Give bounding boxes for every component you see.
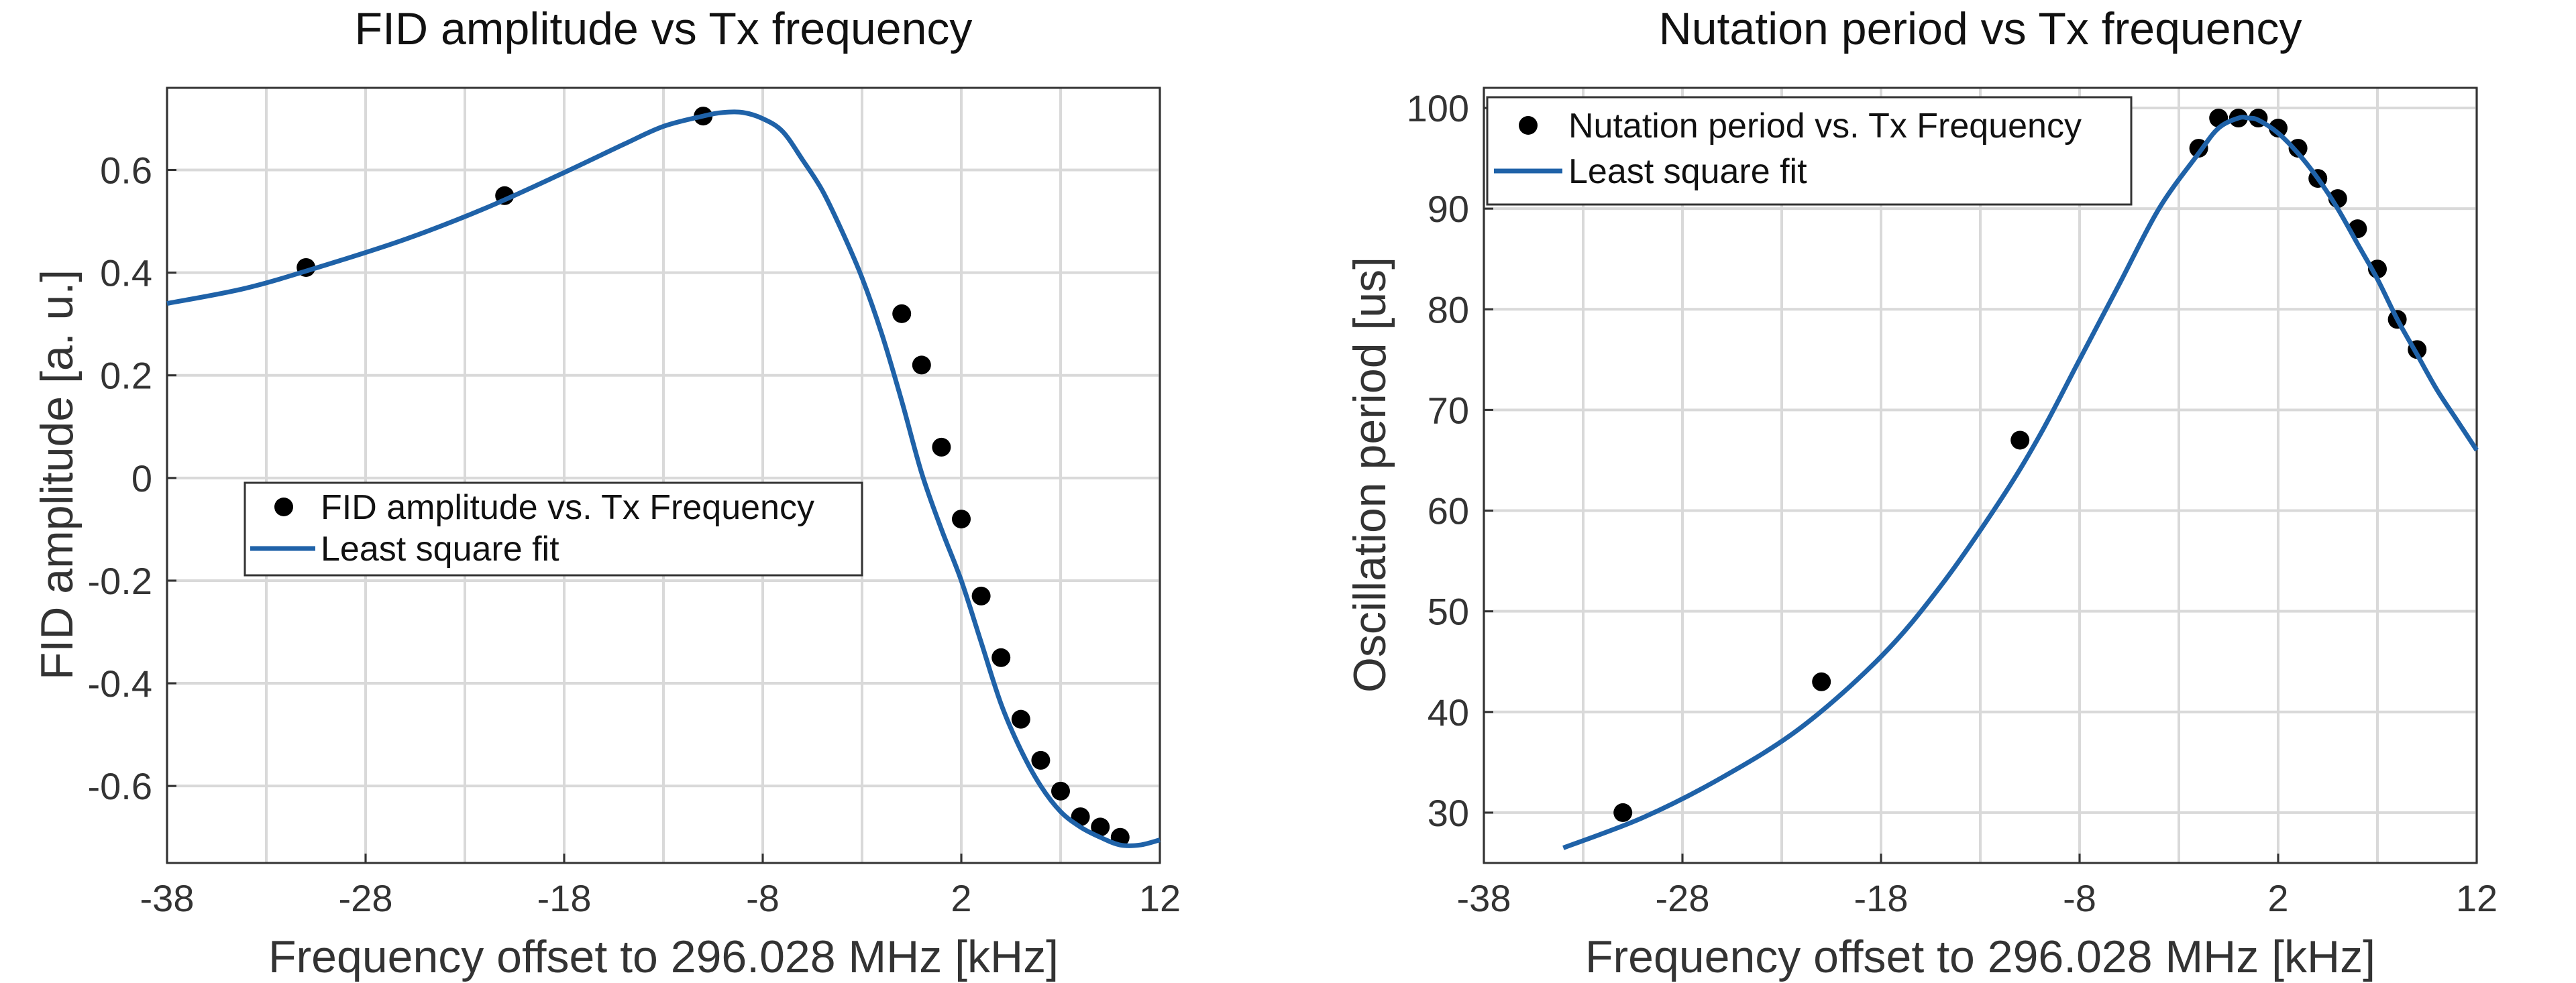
plot-area-frame (166, 86, 1161, 864)
tick-labels: -38 -28 -18 -8 2 12 -0.6 -0.4 -0.2 0 0.2 0.4 0.6 (88, 149, 1181, 919)
fid-amplitude-chart: -38 -28 -18 -8 2 12 -0.6 -0.4 -0.2 0 0.2 0.4 0.6 FID… (32, 3, 1181, 982)
y-tick-label: 30 (1428, 792, 1469, 834)
series (1562, 109, 2479, 850)
x-tick-label: -28 (1656, 877, 1710, 919)
legend: FID amplitude vs. Tx Frequency Least squ… (244, 481, 863, 577)
y-tick-label: 60 (1428, 490, 1469, 532)
legend-label-points: FID amplitude vs. Tx Frequency (321, 488, 814, 527)
plot-area-frame (1483, 86, 2478, 864)
data-point (2010, 430, 2030, 450)
y-tick-label: 100 (1407, 87, 1469, 129)
data-point (1812, 672, 1831, 691)
data-point (1051, 781, 1070, 801)
data-point (1613, 803, 1633, 822)
x-tick-label: -18 (537, 877, 592, 919)
series (166, 107, 1161, 848)
chart-title: FID amplitude vs Tx frequency (355, 3, 973, 54)
data-point (952, 510, 971, 529)
nutation-period-chart: -38 -28 -18 -8 2 12 30 40 50 60 70 80 90 100 Nutation… (1344, 3, 2498, 982)
x-tick-label: -18 (1854, 877, 1909, 919)
x-tick-label: 2 (951, 877, 971, 919)
y-tick-label: 40 (1428, 691, 1469, 734)
legend: Nutation period vs. Tx Frequency Least s… (1486, 96, 2133, 206)
y-axis-label: Oscillation period [us] (1344, 257, 1395, 693)
y-axis-label: FID amplitude [a. u.] (32, 270, 83, 680)
data-point (1031, 750, 1051, 770)
data-point (991, 648, 1011, 667)
fit-curve (1562, 115, 2479, 850)
y-tick-label: 0.6 (100, 149, 152, 191)
data-point (912, 355, 931, 375)
data-point (892, 304, 912, 323)
y-tick-label: 50 (1428, 591, 1469, 633)
y-tick-label: -0.4 (88, 662, 153, 705)
x-tick-label: -38 (140, 877, 195, 919)
legend-marker-points (1519, 116, 1538, 135)
y-tick-label: 70 (1428, 389, 1469, 431)
tick-labels: -38 -28 -18 -8 2 12 30 40 50 60 70 80 90 100 (1407, 87, 2498, 919)
x-tick-label: -8 (746, 877, 780, 919)
legend-label-fit: Least square fit (321, 530, 559, 569)
legend-label-fit: Least square fit (1568, 152, 1807, 191)
data-point (932, 437, 951, 457)
x-tick-label: -8 (2063, 877, 2096, 919)
data-point (1011, 709, 1030, 729)
data-point (1091, 817, 1110, 837)
grid (166, 88, 1161, 863)
legend-box (1486, 96, 2133, 206)
legend-marker-points (274, 498, 293, 516)
data-point (2269, 119, 2288, 138)
x-tick-label: 2 (2267, 877, 2288, 919)
legend-label-points: Nutation period vs. Tx Frequency (1568, 107, 2082, 146)
y-tick-label: 90 (1428, 188, 1469, 230)
y-tick-label: 0.2 (100, 355, 152, 397)
legend-box (244, 481, 863, 577)
y-tick-label: -0.2 (88, 560, 153, 602)
y-tick-label: 0 (131, 457, 152, 500)
data-point (2288, 139, 2308, 158)
y-tick-label: -0.6 (88, 765, 153, 807)
x-tick-label: -28 (339, 877, 393, 919)
x-tick-label: -38 (1457, 877, 1511, 919)
y-tick-label: 0.4 (100, 252, 152, 294)
fit-curve (166, 109, 1161, 848)
x-tick-label: 12 (1139, 877, 1181, 919)
x-axis-label: Frequency offset to 296.028 MHz [kHz] (1585, 931, 2375, 982)
y-tick-label: 80 (1428, 288, 1469, 331)
x-tick-label: 12 (2456, 877, 2498, 919)
data-point (971, 586, 991, 605)
x-axis-label: Frequency offset to 296.028 MHz [kHz] (268, 931, 1059, 982)
chart-title: Nutation period vs Tx frequency (1659, 3, 2302, 54)
